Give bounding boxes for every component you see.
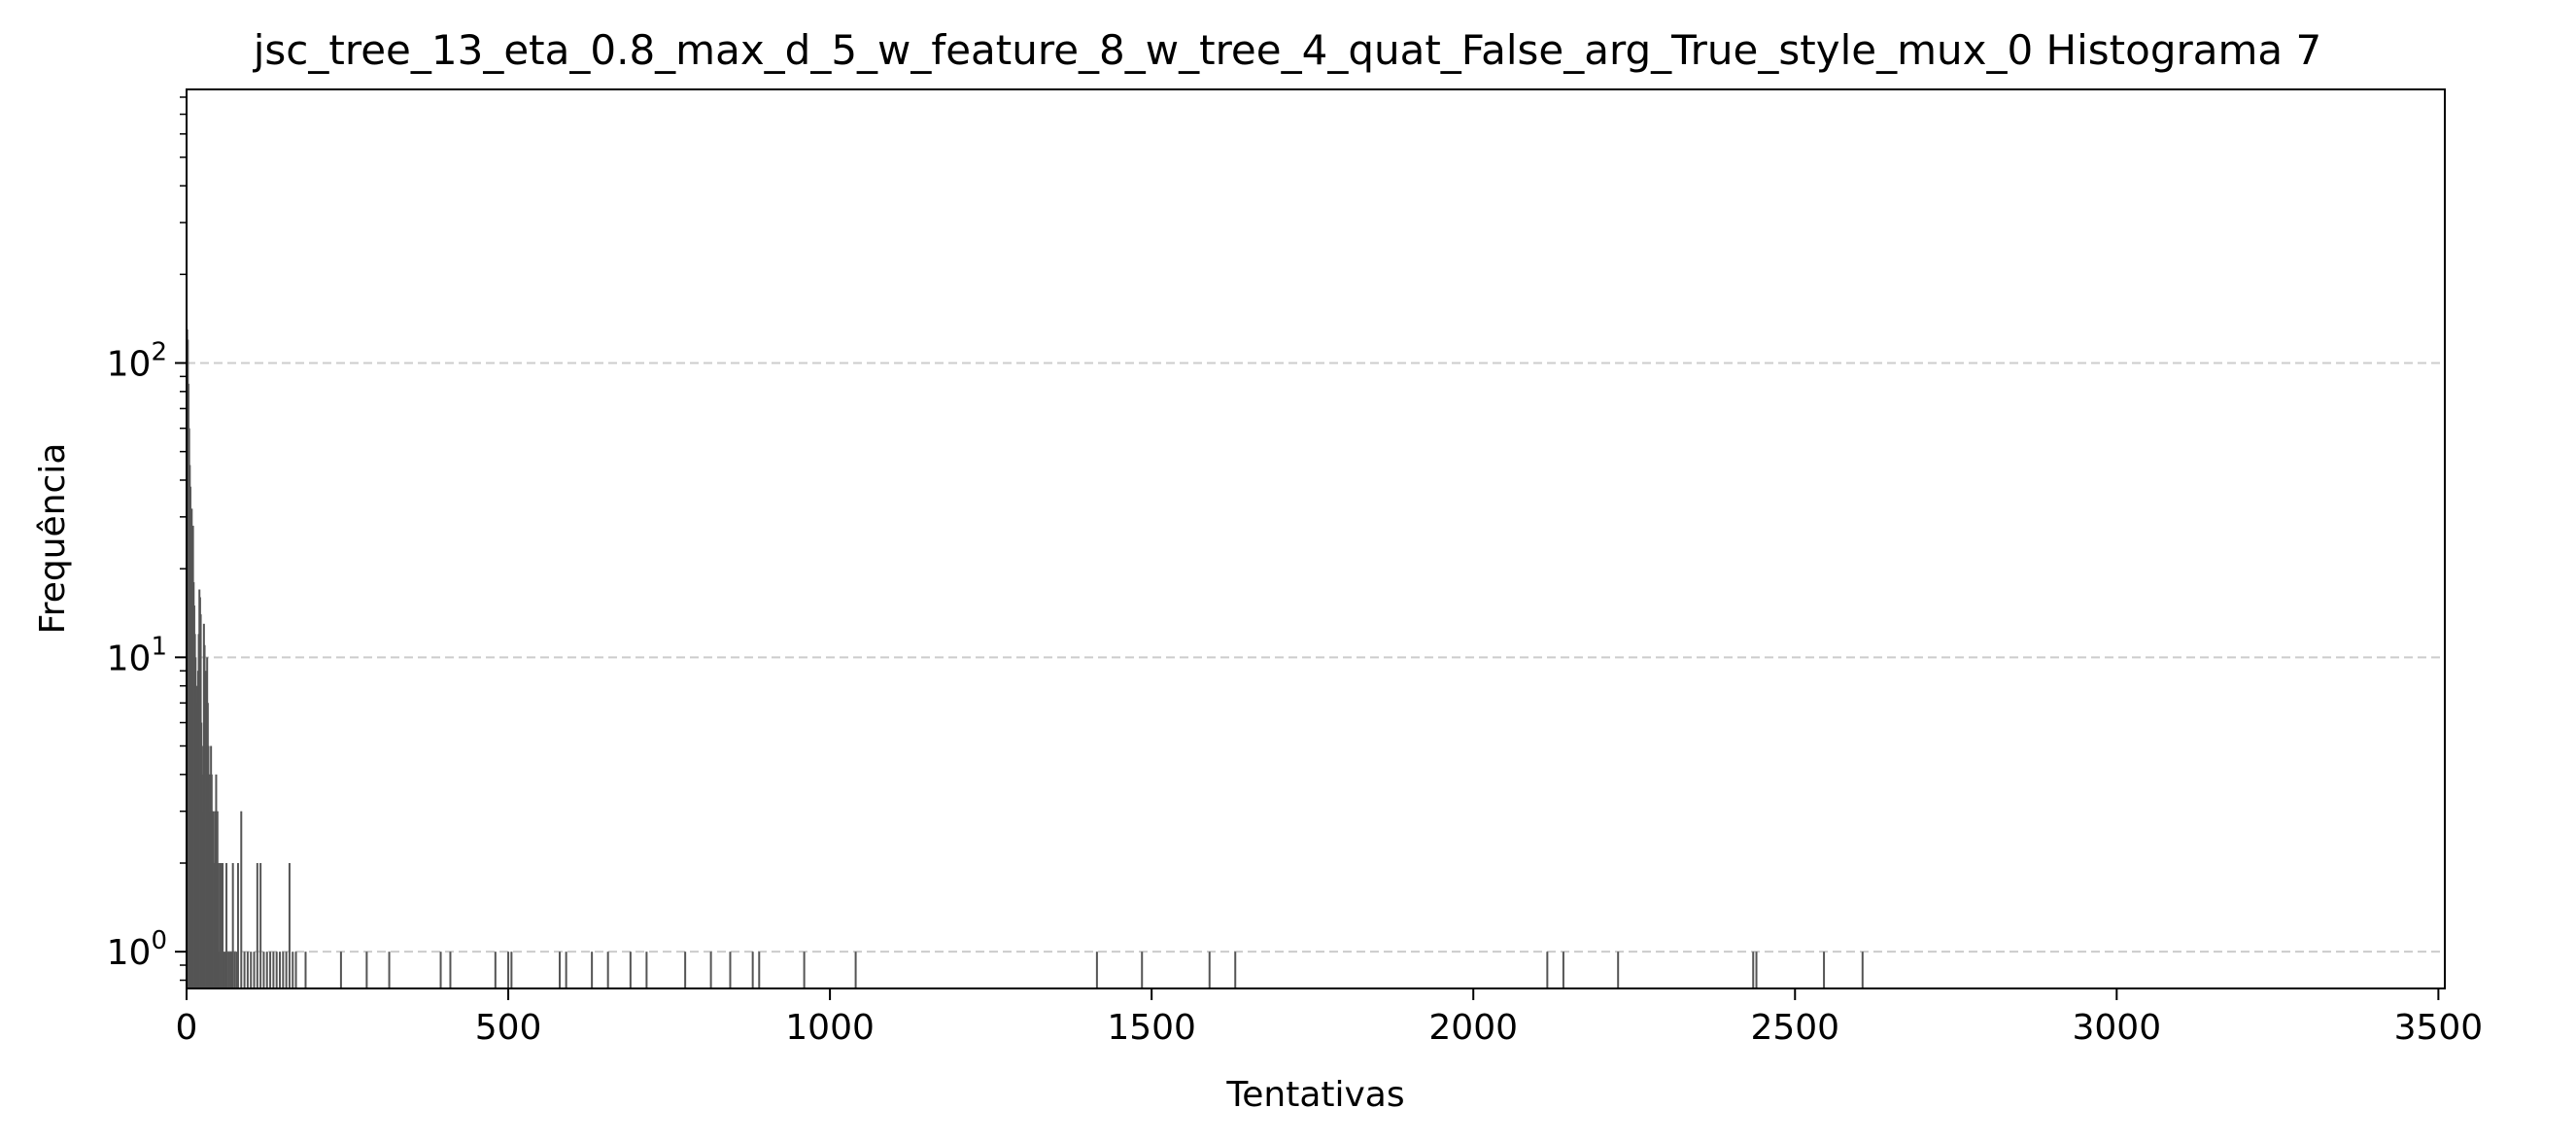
histogram-bar — [235, 952, 238, 988]
histogram-bar — [275, 952, 278, 988]
histogram-bar — [629, 952, 632, 988]
histogram-bar — [272, 952, 275, 988]
histogram-bar — [269, 952, 272, 988]
histogram-bar — [227, 952, 230, 988]
x-tick-label: 0 — [176, 1008, 198, 1048]
histogram-bar — [591, 952, 594, 988]
histogram-bar — [259, 862, 262, 988]
chart-title: jsc_tree_13_eta_0.8_max_d_5_w_feature_8_… — [253, 26, 2322, 74]
histogram-bar — [606, 952, 609, 988]
y-axis-ticks: 100 101 102 — [107, 96, 187, 982]
histogram-bar — [240, 811, 243, 988]
histogram-bar — [262, 952, 265, 988]
histogram-bar — [220, 862, 223, 988]
x-tick-label: 500 — [475, 1008, 542, 1048]
histogram-bar — [1755, 952, 1758, 988]
histogram-bar — [217, 862, 220, 988]
histogram-bar — [225, 862, 228, 988]
histogram-bar — [388, 952, 391, 988]
histogram-bar — [222, 862, 224, 988]
y-tick-label: 101 — [107, 632, 167, 678]
histogram-bar — [709, 952, 712, 988]
x-tick-label: 3000 — [2073, 1008, 2162, 1048]
histogram-bar — [288, 862, 291, 988]
histogram-bar — [729, 952, 732, 988]
histogram-bar — [223, 952, 226, 988]
histogram-bar — [559, 952, 562, 988]
histogram-bar — [285, 952, 288, 988]
histogram-bar — [449, 952, 452, 988]
histogram-bar — [246, 952, 249, 988]
histogram-bar — [339, 952, 342, 988]
histogram-bar — [365, 952, 368, 988]
y-tick-label: 102 — [107, 337, 167, 384]
histogram-bar — [294, 952, 297, 988]
histogram-bar — [510, 952, 513, 988]
x-tick-label: 2000 — [1428, 1008, 1518, 1048]
histogram-bar — [565, 952, 567, 988]
histogram-bar — [1823, 952, 1826, 988]
x-tick-label: 2500 — [1750, 1008, 1839, 1048]
x-tick-label: 3500 — [2394, 1008, 2484, 1048]
histogram-bars — [186, 329, 1864, 988]
histogram-bar — [803, 952, 806, 988]
histogram-bar — [758, 952, 761, 988]
x-tick-label: 1000 — [785, 1008, 875, 1048]
histogram-bar — [439, 952, 442, 988]
histogram-bar — [223, 952, 225, 988]
histogram-bar — [233, 952, 236, 988]
histogram-bar — [1752, 952, 1755, 988]
y-axis-label: Frequência — [33, 443, 73, 635]
histogram-bar — [256, 862, 258, 988]
histogram-bar — [219, 862, 222, 988]
histogram-bar — [229, 952, 232, 988]
histogram-bar — [304, 952, 307, 988]
histogram-bar — [854, 952, 857, 988]
histogram-bar — [1141, 952, 1144, 988]
histogram-bar — [230, 952, 233, 988]
histogram-bar — [253, 952, 256, 988]
histogram-bar — [1234, 952, 1237, 988]
histogram-bar — [1095, 952, 1098, 988]
plot-frame — [186, 88, 2446, 989]
histogram-bar — [218, 952, 221, 988]
histogram-bar — [494, 952, 497, 988]
histogram-bar — [1562, 952, 1564, 988]
y-tick-label: 100 — [107, 926, 167, 973]
histogram-bar — [282, 952, 285, 988]
histogram-bar — [243, 952, 246, 988]
x-tick-label: 1500 — [1107, 1008, 1196, 1048]
histogram-bar — [231, 862, 234, 988]
histogram-bar — [236, 862, 239, 988]
histogram-bar — [1617, 952, 1620, 988]
histogram-bar — [250, 952, 253, 988]
histogram-bar — [507, 952, 510, 988]
y-gridlines — [187, 362, 2445, 953]
x-axis-ticks: 0 500 1000 1500 2000 2500 3000 3500 — [176, 988, 2484, 1048]
x-axis-label: Tentativas — [1225, 1075, 1404, 1115]
histogram-bar — [1208, 952, 1211, 988]
histogram-bar — [279, 952, 282, 988]
histogram-bar — [1861, 952, 1864, 988]
histogram-bar — [265, 952, 268, 988]
histogram-bar — [1546, 952, 1549, 988]
histogram-bar — [292, 952, 294, 988]
histogram-bar — [684, 952, 687, 988]
histogram-bar — [751, 952, 754, 988]
histogram-bar — [645, 952, 648, 988]
